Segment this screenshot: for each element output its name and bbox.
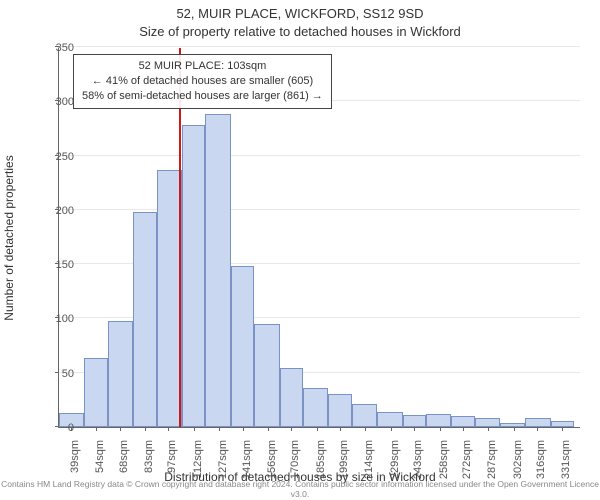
- x-tick-label: 258sqm: [438, 440, 450, 492]
- x-tick-label: 39sqm: [69, 440, 81, 492]
- histogram-bar: [280, 368, 304, 427]
- histogram-bar: [525, 418, 550, 427]
- gridline: [59, 155, 580, 156]
- x-tick-label: 156sqm: [266, 440, 278, 492]
- x-tick-label: 141sqm: [241, 440, 253, 492]
- x-tick-mark: [243, 427, 244, 431]
- histogram-bar: [303, 388, 328, 427]
- x-tick-label: 316sqm: [535, 440, 547, 492]
- x-tick-mark: [120, 427, 121, 431]
- x-tick-label: 83sqm: [143, 440, 155, 492]
- x-tick-mark: [463, 427, 464, 431]
- x-tick-mark: [514, 427, 515, 431]
- histogram-bar: [475, 418, 500, 427]
- x-tick-mark: [340, 427, 341, 431]
- histogram-bar: [403, 415, 427, 427]
- title-description: Size of property relative to detached ho…: [0, 24, 600, 39]
- x-tick-label: 54sqm: [94, 440, 106, 492]
- histogram-bar: [377, 412, 402, 427]
- x-tick-label: 97sqm: [166, 440, 178, 492]
- x-tick-mark: [537, 427, 538, 431]
- x-tick-mark: [194, 427, 195, 431]
- histogram-bar: [352, 404, 377, 427]
- histogram-bar: [254, 324, 279, 427]
- x-tick-mark: [145, 427, 146, 431]
- y-tick-label: 250: [44, 151, 74, 163]
- info-box-line1: 52 MUIR PLACE: 103sqm: [82, 59, 323, 74]
- x-tick-mark: [96, 427, 97, 431]
- info-box: 52 MUIR PLACE: 103sqm ← 41% of detached …: [73, 54, 332, 109]
- x-tick-label: 229sqm: [389, 440, 401, 492]
- y-axis-label: Number of detached properties: [2, 155, 16, 320]
- histogram-bar: [84, 358, 108, 427]
- histogram-bar: [231, 266, 255, 427]
- histogram-bar: [426, 414, 451, 427]
- y-tick-label: 350: [44, 42, 74, 54]
- x-tick-mark: [268, 427, 269, 431]
- x-tick-mark: [365, 427, 366, 431]
- y-tick-label: 150: [44, 259, 74, 271]
- x-tick-label: 127sqm: [217, 440, 229, 492]
- histogram-bar: [133, 212, 157, 427]
- info-box-line2: ← 41% of detached houses are smaller (60…: [82, 74, 323, 89]
- histogram-bar: [182, 125, 206, 427]
- histogram-bar: [328, 394, 352, 427]
- x-tick-mark: [414, 427, 415, 431]
- x-tick-mark: [488, 427, 489, 431]
- x-tick-label: 331sqm: [560, 440, 572, 492]
- gridline: [59, 46, 580, 47]
- histogram-bar: [451, 416, 475, 427]
- x-tick-mark: [317, 427, 318, 431]
- x-tick-label: 272sqm: [461, 440, 473, 492]
- x-tick-label: 287sqm: [486, 440, 498, 492]
- y-tick-label: 50: [44, 368, 74, 380]
- y-tick-label: 0: [44, 422, 74, 434]
- x-tick-mark: [219, 427, 220, 431]
- x-tick-mark: [440, 427, 441, 431]
- y-tick-label: 200: [44, 205, 74, 217]
- x-tick-label: 199sqm: [338, 440, 350, 492]
- histogram-bar: [108, 321, 133, 427]
- x-tick-mark: [562, 427, 563, 431]
- x-tick-mark: [168, 427, 169, 431]
- histogram-bar: [205, 114, 230, 427]
- info-box-line3: 58% of semi-detached houses are larger (…: [82, 89, 323, 104]
- x-tick-label: 112sqm: [192, 440, 204, 492]
- x-tick-label: 68sqm: [118, 440, 130, 492]
- y-tick-label: 100: [44, 313, 74, 325]
- title-address: 52, MUIR PLACE, WICKFORD, SS12 9SD: [0, 6, 600, 21]
- x-tick-label: 185sqm: [315, 440, 327, 492]
- y-tick-label: 300: [44, 96, 74, 108]
- x-tick-label: 170sqm: [289, 440, 301, 492]
- gridline: [59, 209, 580, 210]
- histogram-plot: 52 MUIR PLACE: 103sqm ← 41% of detached …: [58, 48, 580, 428]
- chart-container: 52, MUIR PLACE, WICKFORD, SS12 9SD Size …: [0, 0, 600, 500]
- x-tick-label: 302sqm: [512, 440, 524, 492]
- x-tick-label: 243sqm: [412, 440, 424, 492]
- x-tick-label: 214sqm: [363, 440, 375, 492]
- x-tick-mark: [291, 427, 292, 431]
- x-tick-mark: [391, 427, 392, 431]
